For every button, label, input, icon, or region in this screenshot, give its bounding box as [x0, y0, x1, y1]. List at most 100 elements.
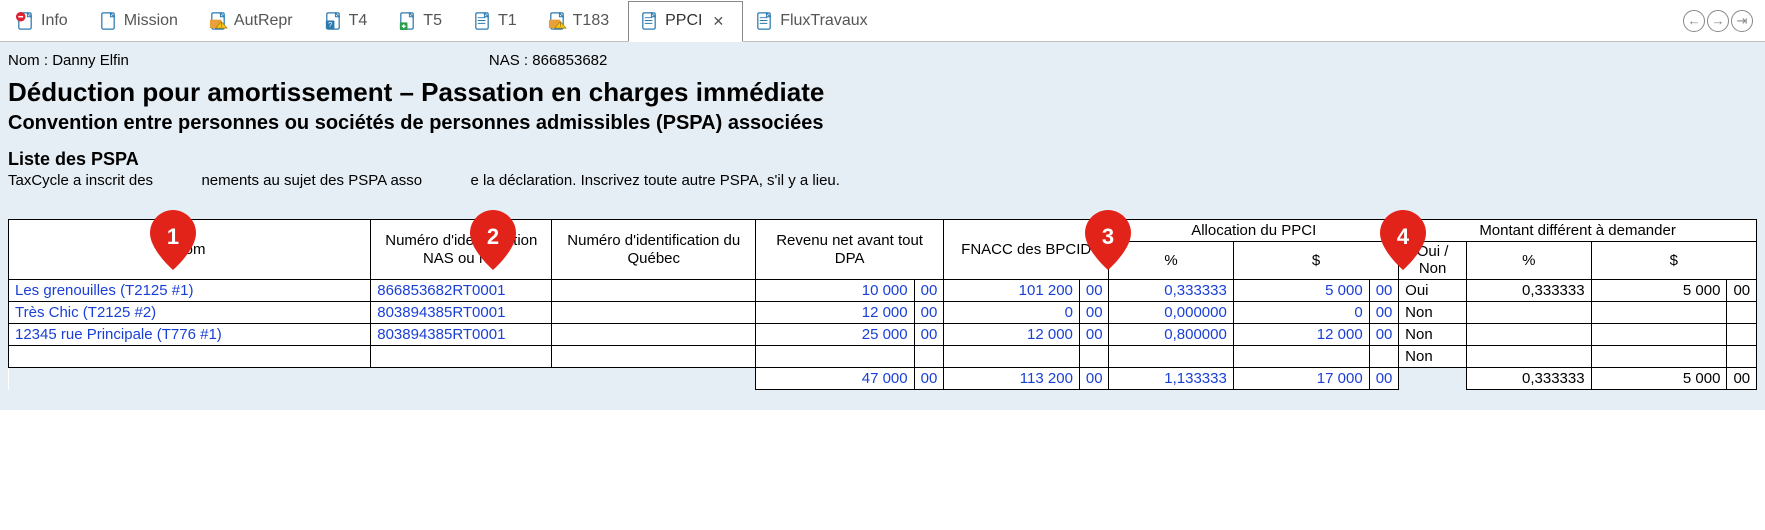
cell-id[interactable]: 803894385RT0001	[371, 302, 552, 324]
cell-fnacc[interactable]	[944, 346, 1080, 368]
cell-diff-amt[interactable]	[1591, 302, 1727, 324]
tab-mission[interactable]: Mission	[87, 0, 197, 41]
col-id: Numéro d'identification NAS ou NE	[371, 220, 552, 280]
tab-label: Mission	[124, 12, 178, 30]
total-diff-amt: 5 000	[1591, 368, 1727, 390]
cell-oui[interactable]: Non	[1399, 324, 1467, 346]
cell-alloc-amt[interactable]: 0	[1233, 302, 1369, 324]
page-title: Déduction pour amortissement – Passation…	[8, 77, 1757, 108]
tab-info[interactable]: Info	[4, 0, 87, 41]
document-icon: !	[547, 11, 567, 31]
tab-fluxtravaux[interactable]: FluxTravaux	[743, 0, 886, 41]
cell-rev[interactable]: 25 000	[756, 324, 914, 346]
cell-fnacc[interactable]: 101 200	[944, 280, 1080, 302]
cell-alloc-pct[interactable]	[1109, 346, 1234, 368]
tab-label: T5	[423, 12, 442, 30]
document-icon	[15, 11, 35, 31]
cell-nom[interactable]: Les grenouilles (T2125 #1)	[9, 280, 371, 302]
cell-oui[interactable]: Non	[1399, 302, 1467, 324]
cell-alloc-amt[interactable]: 12 000	[1233, 324, 1369, 346]
cell-diff-pct[interactable]: 0,333333	[1467, 280, 1592, 302]
tab-nav-arrows: ← → ⇥	[1683, 10, 1761, 32]
cell-idq[interactable]	[552, 280, 756, 302]
table-row[interactable]: 12345 rue Principale (T776 #1)803894385R…	[9, 324, 1757, 346]
tab-autrepr[interactable]: ! AutRepr	[197, 0, 312, 41]
tab-label: T1	[498, 12, 517, 30]
tab-label: T4	[349, 12, 368, 30]
pspa-table: Nom Numéro d'identification NAS ou NE Nu…	[8, 219, 1757, 390]
cell-id[interactable]	[371, 346, 552, 368]
tab-label: PPCI	[665, 12, 702, 30]
nav-last-button[interactable]: ⇥	[1731, 10, 1753, 32]
col-nom: Nom	[9, 220, 371, 280]
cell-rev[interactable]: 12 000	[756, 302, 914, 324]
total-fnacc: 113 200	[944, 368, 1080, 390]
cell-oui[interactable]: Non	[1399, 346, 1467, 368]
cell-alloc-amt[interactable]: 5 000	[1233, 280, 1369, 302]
cell-fnacc[interactable]: 12 000	[944, 324, 1080, 346]
tab-t183[interactable]: ! T183	[536, 0, 628, 41]
col-fnacc: FNACC des BPCID	[944, 220, 1109, 280]
table-row[interactable]: Non	[9, 346, 1757, 368]
col-diff-group: Montant différent à demander	[1399, 220, 1757, 242]
col-diff-pct: %	[1467, 242, 1592, 280]
cell-idq[interactable]	[552, 346, 756, 368]
cell-idq[interactable]	[552, 324, 756, 346]
document-icon: ?	[323, 11, 343, 31]
nav-prev-button[interactable]: ←	[1683, 10, 1705, 32]
tab-label: T183	[573, 12, 609, 30]
cell-diff-amt[interactable]: 5 000	[1591, 280, 1727, 302]
cell-rev[interactable]	[756, 346, 914, 368]
document-icon	[98, 11, 118, 31]
col-alloc-pct: %	[1109, 242, 1234, 280]
cell-fnacc[interactable]: 0	[944, 302, 1080, 324]
cell-id[interactable]: 803894385RT0001	[371, 324, 552, 346]
cell-diff-pct[interactable]	[1467, 346, 1592, 368]
total-rev: 47 000	[756, 368, 914, 390]
tab-strip: Info Mission! AutRepr? T4 T5 T1! T183 PPCI ✕ Flux…	[0, 0, 1765, 42]
cell-alloc-pct[interactable]: 0,333333	[1109, 280, 1234, 302]
close-icon[interactable]: ✕	[712, 13, 724, 30]
cell-diff-amt[interactable]	[1591, 324, 1727, 346]
cell-nom[interactable]	[9, 346, 371, 368]
total-alloc-amt: 17 000	[1233, 368, 1369, 390]
cell-nom[interactable]: 12345 rue Principale (T776 #1)	[9, 324, 371, 346]
tab-label: AutRepr	[234, 12, 293, 30]
tab-ppci[interactable]: PPCI ✕	[628, 1, 743, 42]
col-diff-amt: $	[1591, 242, 1756, 280]
list-heading: Liste des PSPA	[8, 149, 1757, 170]
tab-t1[interactable]: T1	[461, 0, 536, 41]
cell-diff-amt[interactable]	[1591, 346, 1727, 368]
total-alloc-pct: 1,133333	[1109, 368, 1234, 390]
col-alloc-amt: $	[1233, 242, 1398, 280]
cell-alloc-amt[interactable]	[1233, 346, 1369, 368]
cell-alloc-pct[interactable]: 0,000000	[1109, 302, 1234, 324]
form-content: Nom : Danny Elfin NAS : 866853682 Déduct…	[0, 42, 1765, 410]
tab-t5[interactable]: T5	[386, 0, 461, 41]
svg-text:?: ?	[328, 20, 332, 29]
svg-text:!: !	[220, 22, 222, 29]
cell-id[interactable]: 866853682RT0001	[371, 280, 552, 302]
nav-next-button[interactable]: →	[1707, 10, 1729, 32]
table-row[interactable]: Les grenouilles (T2125 #1)866853682RT000…	[9, 280, 1757, 302]
tab-t4[interactable]: ? T4	[312, 0, 387, 41]
pspa-table-wrap: Nom Numéro d'identification NAS ou NE Nu…	[8, 219, 1757, 390]
total-diff-pct: 0,333333	[1467, 368, 1592, 390]
tab-label: FluxTravaux	[780, 12, 867, 30]
page-subtitle: Convention entre personnes ou sociétés d…	[8, 112, 1757, 135]
cell-diff-pct[interactable]	[1467, 302, 1592, 324]
col-alloc-group: Allocation du PPCI	[1109, 220, 1399, 242]
list-description: TaxCycle a inscrit des XXXX nements au s…	[8, 172, 1757, 189]
tab-label: Info	[41, 12, 68, 30]
table-row[interactable]: Très Chic (T2125 #2)803894385RT0001 12 00…	[9, 302, 1757, 324]
cell-oui[interactable]: Oui	[1399, 280, 1467, 302]
document-icon	[754, 11, 774, 31]
client-name: Nom : Danny Elfin	[8, 52, 129, 69]
client-info: Nom : Danny Elfin NAS : 866853682	[8, 48, 1757, 75]
cell-idq[interactable]	[552, 302, 756, 324]
cell-nom[interactable]: Très Chic (T2125 #2)	[9, 302, 371, 324]
cell-diff-pct[interactable]	[1467, 324, 1592, 346]
cell-rev[interactable]: 10 000	[756, 280, 914, 302]
cell-alloc-pct[interactable]: 0,800000	[1109, 324, 1234, 346]
col-idq: Numéro d'identification du Québec	[552, 220, 756, 280]
